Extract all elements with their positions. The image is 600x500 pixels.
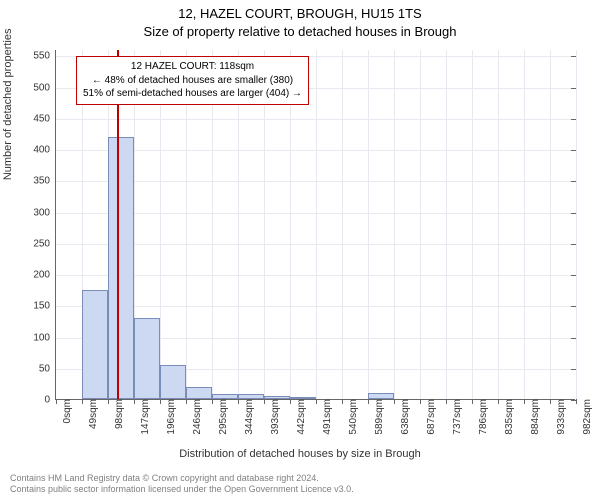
xtick-mark xyxy=(316,399,317,404)
xtick-mark xyxy=(446,399,447,404)
xtick-label: 737sqm xyxy=(450,399,463,435)
xtick-mark xyxy=(82,399,83,404)
gridline-v xyxy=(446,50,447,399)
ytick-label: 350 xyxy=(33,176,56,187)
xtick-label: 687sqm xyxy=(424,399,437,435)
gridline-v xyxy=(368,50,369,399)
chart-title-address: 12, HAZEL COURT, BROUGH, HU15 1TS xyxy=(0,6,600,21)
xtick-label: 246sqm xyxy=(190,399,203,435)
gridline-v xyxy=(550,50,551,399)
xtick-label: 540sqm xyxy=(346,399,359,435)
xtick-mark xyxy=(394,399,395,404)
xtick-label: 589sqm xyxy=(372,399,385,435)
xtick-label: 982sqm xyxy=(580,399,593,435)
ytick-label: 50 xyxy=(39,363,56,374)
gridline-v xyxy=(342,50,343,399)
footer-attribution: Contains HM Land Registry data © Crown c… xyxy=(10,473,354,496)
histogram-bar xyxy=(264,396,290,399)
gridline-v xyxy=(420,50,421,399)
xtick-mark xyxy=(212,399,213,404)
xtick-label: 49sqm xyxy=(86,399,99,429)
xtick-label: 344sqm xyxy=(242,399,255,435)
chart-subtitle: Size of property relative to detached ho… xyxy=(0,24,600,39)
xtick-mark xyxy=(550,399,551,404)
histogram-bar xyxy=(108,137,134,400)
ytick-label: 500 xyxy=(33,82,56,93)
gridline-v xyxy=(498,50,499,399)
histogram-bar xyxy=(160,365,186,399)
xtick-mark xyxy=(420,399,421,404)
ytick-label: 150 xyxy=(33,301,56,312)
xtick-label: 0sqm xyxy=(60,399,73,423)
gridline-v xyxy=(576,50,577,399)
xtick-mark xyxy=(264,399,265,404)
histogram-bar xyxy=(368,393,394,399)
xtick-label: 933sqm xyxy=(554,399,567,435)
xtick-mark xyxy=(524,399,525,404)
xtick-label: 884sqm xyxy=(528,399,541,435)
xtick-label: 98sqm xyxy=(112,399,125,429)
gridline-v xyxy=(472,50,473,399)
xtick-label: 147sqm xyxy=(138,399,151,435)
ytick-label: 450 xyxy=(33,113,56,124)
xtick-mark xyxy=(290,399,291,404)
histogram-bar xyxy=(212,394,238,399)
xtick-label: 638sqm xyxy=(398,399,411,435)
xtick-label: 491sqm xyxy=(320,399,333,435)
gridline-v xyxy=(394,50,395,399)
xtick-mark xyxy=(186,399,187,404)
xtick-label: 786sqm xyxy=(476,399,489,435)
xtick-mark xyxy=(56,399,57,404)
plot-area: 12 HAZEL COURT: 118sqm ← 48% of detached… xyxy=(55,50,575,400)
histogram-bar xyxy=(134,318,160,399)
y-axis-label: Number of detached properties xyxy=(2,29,14,181)
xtick-mark xyxy=(368,399,369,404)
xtick-label: 442sqm xyxy=(294,399,307,435)
ytick-label: 250 xyxy=(33,238,56,249)
annotation-line1: 12 HAZEL COURT: 118sqm xyxy=(83,60,302,74)
xtick-mark xyxy=(134,399,135,404)
ytick-label: 300 xyxy=(33,207,56,218)
xtick-mark xyxy=(160,399,161,404)
xtick-mark xyxy=(498,399,499,404)
xtick-mark xyxy=(472,399,473,404)
histogram-bar xyxy=(186,387,212,400)
footer-line1: Contains HM Land Registry data © Crown c… xyxy=(10,473,354,485)
chart-container: 12, HAZEL COURT, BROUGH, HU15 1TS Size o… xyxy=(0,0,600,500)
ytick-label: 400 xyxy=(33,145,56,156)
ytick-label: 100 xyxy=(33,332,56,343)
gridline-v xyxy=(316,50,317,399)
histogram-bar xyxy=(82,290,108,399)
xtick-mark xyxy=(238,399,239,404)
xtick-label: 196sqm xyxy=(164,399,177,435)
histogram-bar xyxy=(238,394,264,399)
xtick-mark xyxy=(108,399,109,404)
ytick-label: 0 xyxy=(44,395,56,406)
ytick-label: 550 xyxy=(33,51,56,62)
gridline-v xyxy=(524,50,525,399)
footer-line2: Contains public sector information licen… xyxy=(10,484,354,496)
xtick-mark xyxy=(576,399,577,404)
annotation-line2: ← 48% of detached houses are smaller (38… xyxy=(83,74,302,88)
annotation-box: 12 HAZEL COURT: 118sqm ← 48% of detached… xyxy=(76,56,309,105)
xtick-label: 835sqm xyxy=(502,399,515,435)
xtick-mark xyxy=(342,399,343,404)
xtick-label: 393sqm xyxy=(268,399,281,435)
ytick-label: 200 xyxy=(33,270,56,281)
annotation-line3: 51% of semi-detached houses are larger (… xyxy=(83,87,302,101)
histogram-bar xyxy=(290,397,316,400)
x-axis-label: Distribution of detached houses by size … xyxy=(0,448,600,460)
xtick-label: 295sqm xyxy=(216,399,229,435)
